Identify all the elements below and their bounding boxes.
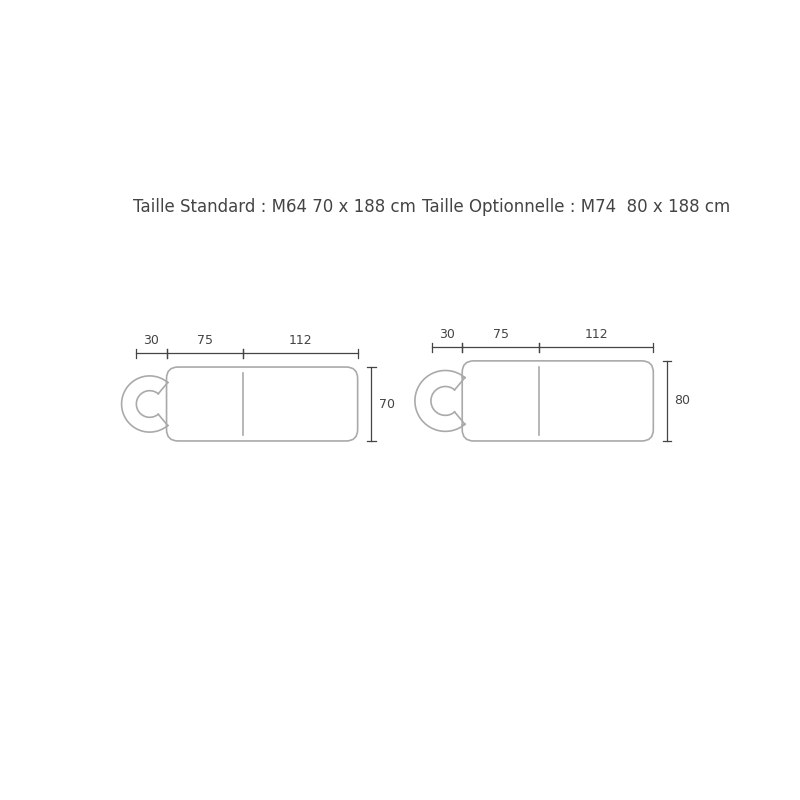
Text: 112: 112 xyxy=(289,334,312,347)
Text: 80: 80 xyxy=(674,394,690,407)
Text: 112: 112 xyxy=(584,328,608,341)
Text: Taille Optionnelle : M74  80 x 188 cm: Taille Optionnelle : M74 80 x 188 cm xyxy=(422,198,730,216)
FancyBboxPatch shape xyxy=(462,361,654,441)
Text: 75: 75 xyxy=(493,328,509,341)
FancyBboxPatch shape xyxy=(166,367,358,441)
Text: 30: 30 xyxy=(439,328,455,341)
Text: 30: 30 xyxy=(143,334,159,347)
Text: Taille Standard : M64 70 x 188 cm: Taille Standard : M64 70 x 188 cm xyxy=(133,198,416,216)
Text: 75: 75 xyxy=(197,334,213,347)
Text: 70: 70 xyxy=(378,398,394,410)
